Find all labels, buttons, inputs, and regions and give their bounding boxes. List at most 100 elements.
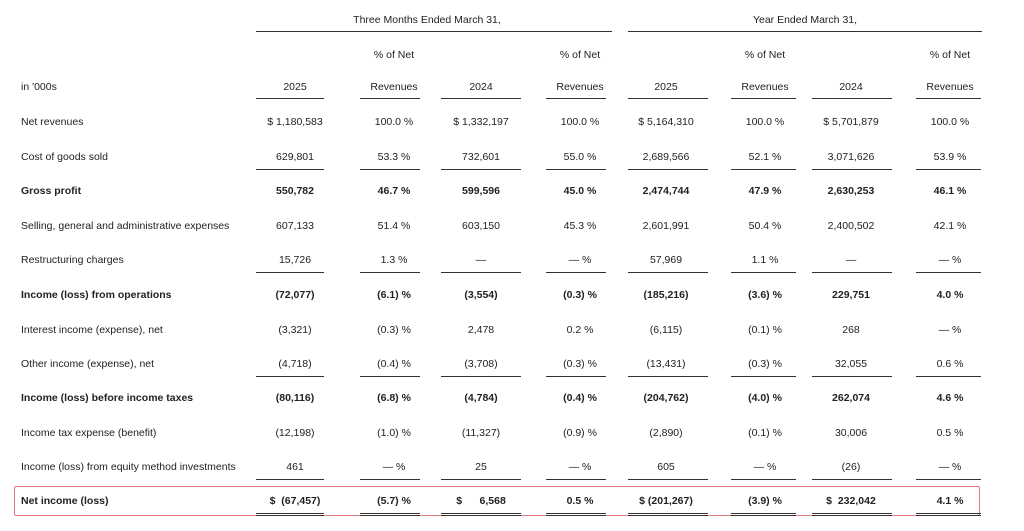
row-label: Income (loss) before income taxes xyxy=(21,392,194,404)
cell-q24: (3,554) xyxy=(464,289,498,301)
cell-q25: (80,116) xyxy=(275,392,315,404)
cell-q24p: 45.0 % xyxy=(563,185,597,197)
table-row: Cost of goods sold 629,801 53.3 % 732,601 55… xyxy=(0,151,1024,167)
cell-q25: 550,782 xyxy=(276,185,314,197)
underline-rule xyxy=(731,272,796,273)
cell-q24: $ 1,332,197 xyxy=(453,116,509,128)
underline-rule xyxy=(628,169,708,170)
underline-rule xyxy=(812,376,892,377)
underline-rule xyxy=(812,272,892,273)
group-rule-year xyxy=(628,31,982,32)
cell-y24p: 0.6 % xyxy=(936,358,964,370)
cell-q25: (4,718) xyxy=(278,358,312,370)
underline-rule xyxy=(441,169,521,170)
cell-y25: 57,969 xyxy=(649,254,683,266)
cell-y24: 32,055 xyxy=(834,358,868,370)
col-header-q24-revenues: Revenues xyxy=(556,81,604,93)
table-row: Restructuring charges 15,726 1.3 % — — % 57,9… xyxy=(0,254,1024,270)
cell-y25p: 47.9 % xyxy=(748,185,782,197)
underline-rule xyxy=(731,169,796,170)
row-label: Interest income (expense), net xyxy=(21,324,163,336)
header-rule xyxy=(812,98,892,99)
header-rule xyxy=(256,98,324,99)
table-row: Income (loss) before income taxes (80,116… xyxy=(0,392,1024,408)
cell-y24: $ 5,701,879 xyxy=(823,116,879,128)
cell-y24p: — % xyxy=(938,461,962,473)
cell-q24p: (0.4) % xyxy=(563,392,597,404)
col-header-y25: 2025 xyxy=(654,81,678,93)
underline-rule xyxy=(812,479,892,480)
col-header-q25-revenues: Revenues xyxy=(370,81,418,93)
cell-q24: 732,601 xyxy=(462,151,500,163)
table-row: Income (loss) from operations (72,077) (6.… xyxy=(0,289,1024,305)
cell-y24p: 4.6 % xyxy=(936,392,964,404)
col-header-pct-y25: % of Net xyxy=(744,49,786,61)
underline-rule xyxy=(360,169,420,170)
cell-q24: (11,327) xyxy=(461,427,501,439)
cell-y24: $ 232,042 xyxy=(826,495,876,507)
units-label: in '000s xyxy=(21,81,57,93)
cell-y25p: (4.0) % xyxy=(748,392,782,404)
cell-y24p: 0.5 % xyxy=(936,427,964,439)
cell-y25: (204,762) xyxy=(643,392,689,404)
cell-q25: 15,726 xyxy=(278,254,312,266)
cell-q25: 461 xyxy=(286,461,304,473)
cell-q24p: — % xyxy=(568,254,592,266)
table-row: Net income (loss) $ (67,457) (5.7) % $ 6,56… xyxy=(0,495,1024,511)
cell-q24p: (0.3) % xyxy=(563,358,597,370)
underline-rule xyxy=(916,376,981,377)
cell-q25: 629,801 xyxy=(276,151,314,163)
row-label: Net revenues xyxy=(21,116,84,128)
cell-y24: 2,400,502 xyxy=(827,220,875,232)
underline-rule xyxy=(256,376,324,377)
col-header-pct-y24: % of Net xyxy=(929,49,971,61)
underline-rule xyxy=(441,479,521,480)
cell-q25p: 46.7 % xyxy=(377,185,411,197)
col-header-q24: 2024 xyxy=(469,81,493,93)
table-row: Gross profit 550,782 46.7 % 599,596 45.0 % 2,… xyxy=(0,185,1024,201)
table-row: Income (loss) from equity method investm… xyxy=(0,461,1024,477)
cell-q24: (3,708) xyxy=(464,358,498,370)
underline-rule xyxy=(628,376,708,377)
cell-q24p: (0.9) % xyxy=(563,427,597,439)
cell-q24: 603,150 xyxy=(462,220,500,232)
underline-rule xyxy=(812,169,892,170)
cell-y25p: 52.1 % xyxy=(748,151,782,163)
col-header-y25-revenues: Revenues xyxy=(741,81,789,93)
cell-q24: (4,784) xyxy=(464,392,498,404)
double-rule xyxy=(256,513,324,516)
cell-y25p: 100.0 % xyxy=(745,116,785,128)
cell-y25: 2,474,744 xyxy=(642,185,690,197)
cell-q24p: (0.3) % xyxy=(563,289,597,301)
double-rule xyxy=(916,513,981,516)
group-rule-three-months xyxy=(256,31,612,32)
cell-q24: 2,478 xyxy=(467,324,495,336)
cell-y25p: (3.9) % xyxy=(748,495,782,507)
underline-rule xyxy=(916,479,981,480)
cell-q25: (72,077) xyxy=(275,289,315,301)
cell-y24: 3,071,626 xyxy=(827,151,875,163)
cell-q25p: 53.3 % xyxy=(377,151,411,163)
cell-q25: (12,198) xyxy=(275,427,315,439)
cell-y24p: 46.1 % xyxy=(933,185,967,197)
underline-rule xyxy=(546,272,606,273)
col-header-pct-q25: % of Net xyxy=(373,49,415,61)
header-rule xyxy=(628,98,708,99)
double-rule xyxy=(731,513,796,516)
cell-q24: $ 6,568 xyxy=(456,495,506,507)
header-rule xyxy=(546,98,606,99)
header-rule xyxy=(916,98,981,99)
cell-q25: 607,133 xyxy=(276,220,314,232)
col-header-y24: 2024 xyxy=(839,81,863,93)
cell-q24p: 0.2 % xyxy=(566,324,594,336)
underline-rule xyxy=(360,272,420,273)
cell-y24: 229,751 xyxy=(832,289,870,301)
row-label: Other income (expense), net xyxy=(21,358,155,370)
cell-q24p: 45.3 % xyxy=(563,220,597,232)
underline-rule xyxy=(916,272,981,273)
cell-y25p: (3.6) % xyxy=(748,289,782,301)
cell-q25: $ 1,180,583 xyxy=(267,116,323,128)
cell-y24p: — % xyxy=(938,254,962,266)
cell-y25: (13,431) xyxy=(646,358,686,370)
table-row: Selling, general and administrative expe… xyxy=(0,220,1024,236)
